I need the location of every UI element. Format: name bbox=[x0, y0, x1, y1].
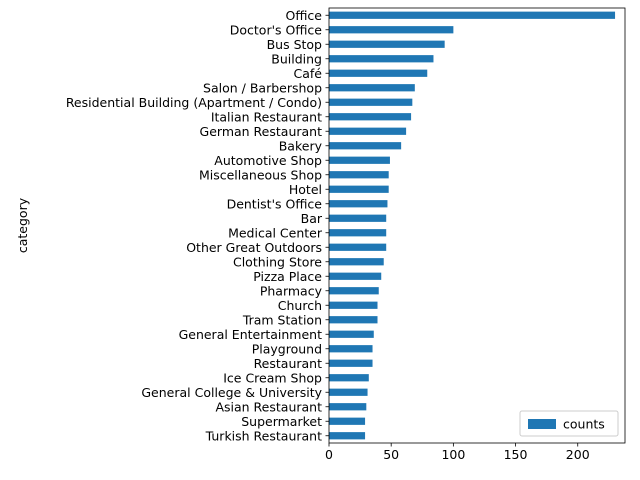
y-tick-label: Pharmacy bbox=[260, 283, 323, 298]
bar bbox=[329, 316, 378, 324]
y-tick-label: Clothing Store bbox=[233, 254, 322, 269]
bar bbox=[329, 403, 367, 411]
y-tick-label: Residential Building (Apartment / Condo) bbox=[66, 95, 322, 110]
legend-swatch bbox=[528, 419, 556, 429]
bar bbox=[329, 84, 415, 92]
bar bbox=[329, 374, 369, 382]
y-tick-label: Bar bbox=[301, 211, 323, 226]
y-tick-label: Automotive Shop bbox=[214, 153, 322, 168]
bar bbox=[329, 142, 402, 150]
bar bbox=[329, 214, 387, 222]
y-tick-label: German Restaurant bbox=[200, 124, 323, 139]
bar bbox=[329, 113, 412, 121]
y-axis-label-group: category bbox=[15, 197, 30, 253]
bar bbox=[329, 98, 413, 106]
y-tick-label: Office bbox=[286, 8, 323, 23]
y-tick-label: Turkish Restaurant bbox=[205, 428, 322, 443]
bar bbox=[329, 258, 384, 266]
y-tick-label: Other Great Outdoors bbox=[186, 240, 322, 255]
legend: counts bbox=[519, 410, 619, 437]
bar bbox=[329, 345, 373, 353]
y-tick-label: Doctor's Office bbox=[230, 22, 323, 37]
y-tick-label: Bakery bbox=[279, 138, 323, 153]
y-tick-label: Restaurant bbox=[254, 356, 323, 371]
bar bbox=[329, 330, 374, 338]
y-tick-label: Dentist's Office bbox=[227, 196, 323, 211]
bar bbox=[329, 229, 387, 237]
x-tick-label: 0 bbox=[325, 447, 333, 462]
bar bbox=[329, 200, 388, 208]
y-tick-label: Café bbox=[294, 66, 323, 81]
bar bbox=[329, 40, 445, 48]
y-tick-label: Ice Cream Shop bbox=[223, 370, 322, 385]
y-tick-label: Medical Center bbox=[228, 225, 323, 240]
bar bbox=[329, 185, 389, 193]
y-tick-label: Church bbox=[278, 298, 322, 313]
y-tick-label: General Entertainment bbox=[179, 327, 323, 342]
y-tick-label: Bus Stop bbox=[267, 37, 322, 52]
y-tick-label: Pizza Place bbox=[253, 269, 322, 284]
bar bbox=[329, 26, 454, 34]
bar bbox=[329, 11, 616, 19]
bar bbox=[329, 388, 368, 396]
y-tick-label: Italian Restaurant bbox=[211, 109, 322, 124]
bar bbox=[329, 301, 378, 309]
x-tick-label: 50 bbox=[383, 447, 399, 462]
bar bbox=[329, 432, 366, 440]
x-ticks: 0 50 100 150 200 bbox=[325, 443, 590, 462]
y-tick-label: General College & University bbox=[141, 385, 322, 400]
bar bbox=[329, 156, 390, 164]
y-tick-label: Playground bbox=[252, 341, 322, 356]
x-tick-label: 200 bbox=[566, 447, 590, 462]
y-tick-label: Supermarket bbox=[241, 414, 322, 429]
y-tick-label: Tram Station bbox=[242, 312, 322, 327]
legend-label: counts bbox=[563, 417, 605, 432]
x-tick-label: 100 bbox=[441, 447, 465, 462]
y-axis-label: category bbox=[15, 197, 30, 253]
bar bbox=[329, 69, 428, 77]
bar bbox=[329, 171, 389, 179]
legend-box bbox=[519, 410, 619, 437]
y-tick-label: Asian Restaurant bbox=[215, 399, 322, 414]
bar bbox=[329, 55, 434, 63]
bars-group bbox=[329, 11, 616, 440]
bar bbox=[329, 287, 379, 295]
bar bbox=[329, 127, 407, 135]
plot-frame bbox=[328, 7, 626, 444]
bar bbox=[329, 243, 387, 251]
y-tick-label: Salon / Barbershop bbox=[203, 80, 322, 95]
bar bbox=[329, 272, 382, 280]
bar bbox=[329, 359, 373, 367]
y-tick-label: Miscellaneous Shop bbox=[199, 167, 322, 182]
y-tick-label: Hotel bbox=[289, 182, 322, 197]
y-tick-label: Building bbox=[271, 51, 322, 66]
bar bbox=[329, 417, 366, 425]
x-tick-label: 150 bbox=[504, 447, 528, 462]
